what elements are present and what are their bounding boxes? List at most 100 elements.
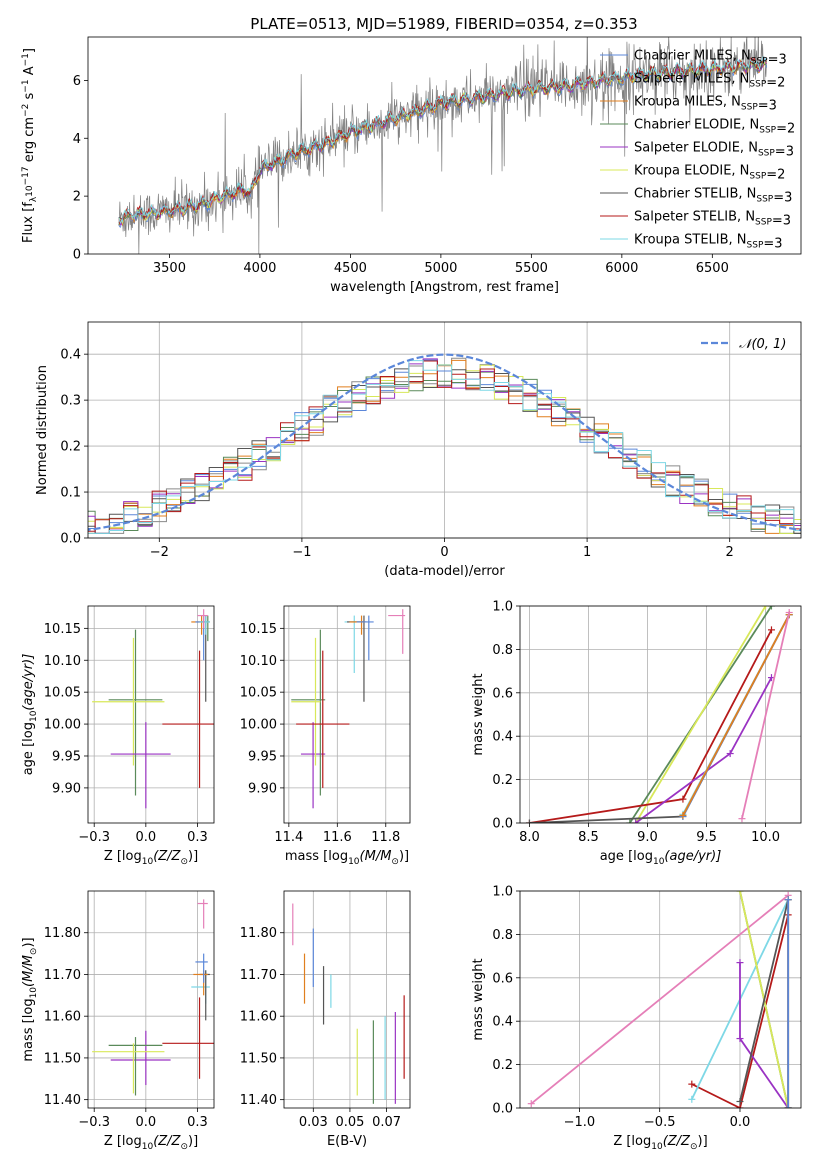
y-axis-label-part: −17 [21, 166, 31, 185]
x-tick-label: 0.05 [335, 1115, 364, 1130]
y-axis-label-part: )] [21, 937, 36, 947]
axes-frame [87, 36, 802, 255]
axes-frame [519, 605, 802, 824]
y-tick-label: 9.95 [248, 749, 277, 764]
x-tick-label: 0.0 [135, 830, 156, 845]
x-tick-label: 4000 [243, 261, 276, 276]
y-axis-label-part: mass [log [21, 998, 36, 1061]
x-tick-label: 1 [583, 545, 591, 560]
y-tick-label: 10.05 [240, 686, 277, 701]
plot-area-residuals [88, 353, 801, 534]
legend-label-part: =3 [763, 237, 782, 252]
legend-label-part: SSP [749, 80, 766, 90]
y-tick-label: 10.10 [44, 654, 81, 669]
y-axis-label-part: λ [29, 196, 39, 202]
x-tick-label: 2 [726, 545, 734, 560]
legend-label-part: =3 [772, 214, 791, 229]
normal-curve [88, 353, 801, 532]
y-tick-label: 10.00 [240, 718, 277, 733]
x-tick-label: 0.0 [135, 1115, 156, 1130]
y-tick-label: 0.3 [60, 394, 81, 409]
panel-mass_vs_Z: −0.3 0.0 0.3 11.40 11.50 11.60 11.70 11.80 Z [lo… [21, 890, 215, 1152]
x-axis-label-part: age [log [600, 849, 653, 864]
legend: 𝒩(0, 1) [701, 337, 786, 352]
x-axis-label: wavelength [Angstrom, rest frame] [330, 280, 559, 295]
x-tick-label: 0 [440, 545, 448, 560]
y-tick-label: 0.2 [492, 773, 513, 788]
legend-label-part: SSP [755, 218, 772, 228]
y-tick-label: 9.90 [248, 781, 277, 796]
series-line [682, 614, 790, 816]
plot-area-age_vs_Z [92, 609, 214, 809]
y-tick-label: 0.0 [492, 817, 513, 832]
y-tick-label: 11.40 [240, 1093, 277, 1108]
legend-label-part: SSP [756, 195, 773, 205]
x-axis-label: age [log10(age/yr)] [600, 849, 722, 867]
y-axis-label: Flux [fλ10−17 erg cm−2 s−1 A−1] [21, 48, 39, 243]
panel-residuals: −2 −1 0 1 2 0.0 0.1 0.2 0.3 0.4 𝒩(0, 1) (data-model… [35, 321, 802, 579]
x-tick-label: −0.3 [78, 1115, 110, 1130]
axes-frame [283, 605, 411, 824]
histogram-chabrier-stelib [88, 368, 801, 534]
legend-label-part: Chabrier ELODIE, N [634, 118, 759, 133]
plot-area-age_vs_mass [291, 609, 406, 809]
x-axis-label-part: Z [log [104, 849, 142, 864]
y-tick-label: 11.70 [44, 968, 81, 983]
x-axis-label-part: 10 [651, 1142, 663, 1152]
series-line [530, 894, 789, 1105]
x-tick-label: −1.0 [564, 1115, 596, 1130]
legend-label: 𝒩(0, 1) [739, 337, 786, 352]
x-axis-label-part: (age/yr)] [664, 849, 721, 864]
x-axis-label: Z [log10(Z/Z⊙)] [104, 1134, 198, 1152]
y-axis-label-part: (M/M [21, 955, 36, 987]
y-axis-label-part: −1 [21, 79, 31, 92]
x-tick-label: 10.0 [751, 830, 780, 845]
y-axis-label: age [log10(age/yr)] [21, 654, 39, 776]
legend-label: Kroupa ELODIE, NSSP=2 [634, 164, 785, 183]
y-axis-label-part: age [log [21, 722, 36, 775]
y-tick-label: 10.15 [240, 622, 277, 637]
x-axis-label-part: ⊙ [180, 1142, 188, 1152]
panel-mass_vs_ebv: 0.03 0.05 0.07 11.40 11.50 11.60 11.70 11.80 E(B… [240, 890, 411, 1149]
y-tick-label: 0.2 [60, 440, 81, 455]
y-axis-label-part: s [22, 92, 37, 103]
axes-frame [519, 890, 802, 1109]
x-tick-label: 0.0 [730, 1115, 751, 1130]
y-tick-label: 11.80 [240, 926, 277, 941]
x-tick-label: 5500 [515, 261, 548, 276]
x-axis-label: mass [log10(M/M⊙)] [285, 849, 409, 867]
y-axis-label: Normed distribution [35, 365, 50, 495]
y-axis-label-part: 10 [29, 987, 39, 999]
y-axis-label-part: 10 [25, 185, 35, 197]
y-axis-label: mass weight [471, 958, 486, 1040]
histogram-chabrier-miles [88, 359, 801, 534]
x-axis-label-part: ⊙ [391, 857, 399, 867]
y-axis-label-part: ] [22, 48, 37, 53]
y-axis-label-part: Flux [f [21, 202, 36, 243]
axes-frame [87, 321, 802, 539]
x-tick-label: 3500 [153, 261, 186, 276]
y-tick-label: 6 [73, 74, 81, 89]
y-axis-label-part: −2 [21, 104, 31, 117]
y-tick-label: 0.8 [492, 928, 513, 943]
x-axis-label-part: (M/M [360, 849, 392, 864]
series-line [691, 914, 790, 1108]
y-tick-label: 11.80 [44, 926, 81, 941]
x-axis-label-part: Z [log [104, 1134, 142, 1149]
y-tick-label: 11.50 [240, 1051, 277, 1066]
series-line [529, 629, 773, 823]
x-tick-label: −0.5 [644, 1115, 676, 1130]
y-tick-label: 0.6 [492, 686, 513, 701]
y-tick-label: 11.40 [44, 1093, 81, 1108]
legend-label: Kroupa STELIB, NSSP=3 [634, 233, 783, 252]
x-axis-label-part: )] [399, 849, 409, 864]
y-tick-label: 0.4 [492, 1015, 513, 1030]
legend-label-part: Chabrier MILES, N [634, 49, 751, 64]
histogram-kroupa-stelib [88, 360, 801, 534]
x-tick-label: 11.8 [371, 830, 400, 845]
x-tick-label: 9.5 [696, 830, 717, 845]
x-tick-label: 4500 [334, 261, 367, 276]
legend-label-part: Kroupa MILES, N [634, 95, 741, 110]
legend-label: Chabrier STELIB, NSSP=3 [634, 187, 792, 206]
